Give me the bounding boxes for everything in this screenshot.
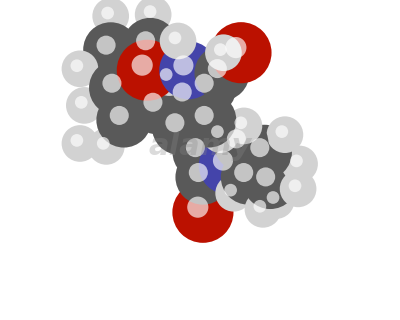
Point	[81, 103, 88, 108]
Point	[192, 145, 198, 150]
Point	[100, 141, 106, 146]
Point	[296, 161, 303, 166]
Point	[163, 72, 169, 77]
Point	[179, 90, 186, 95]
Point	[180, 63, 187, 68]
Point	[238, 120, 244, 125]
Point	[104, 11, 111, 16]
Point	[113, 85, 120, 90]
Point	[116, 113, 122, 118]
Point	[219, 71, 225, 76]
Point	[74, 138, 80, 143]
Point	[185, 68, 192, 73]
Point	[293, 158, 300, 164]
Point	[147, 9, 153, 14]
Point	[245, 175, 252, 180]
Point	[142, 38, 149, 43]
Point	[200, 175, 206, 180]
Point	[108, 13, 114, 19]
Point	[175, 38, 181, 44]
Point	[295, 186, 301, 191]
Point	[78, 100, 84, 105]
Point	[279, 129, 285, 134]
Point	[200, 210, 206, 215]
Point	[241, 123, 247, 128]
Point	[74, 63, 80, 68]
Point	[77, 141, 83, 146]
Point	[233, 136, 240, 141]
Point	[172, 120, 178, 125]
Point	[139, 63, 145, 68]
Point	[197, 150, 203, 155]
Point	[150, 12, 156, 17]
Point	[214, 66, 220, 71]
Point	[240, 170, 247, 175]
Point	[227, 188, 234, 193]
Point	[214, 129, 221, 134]
Point	[273, 198, 279, 203]
Point	[282, 132, 288, 137]
Point	[257, 145, 263, 150]
Point	[206, 117, 212, 123]
Point	[176, 125, 183, 130]
Point	[220, 50, 227, 55]
Point	[121, 117, 127, 123]
Point	[103, 43, 109, 48]
Point	[217, 47, 224, 52]
Point	[201, 113, 207, 118]
Point	[201, 81, 207, 86]
Point	[267, 179, 274, 184]
Point	[225, 163, 231, 168]
Point	[109, 81, 115, 86]
Point	[144, 68, 150, 73]
Point	[150, 100, 156, 105]
Point	[238, 50, 244, 55]
Point	[257, 204, 263, 209]
Point	[166, 75, 172, 80]
Point	[195, 170, 202, 175]
Point	[172, 35, 178, 40]
Point	[238, 141, 244, 146]
Point	[77, 66, 83, 71]
Point	[195, 204, 201, 210]
Point	[233, 45, 239, 50]
Text: alamy - DBC0A1: alamy - DBC0A1	[149, 300, 251, 313]
Point	[292, 183, 298, 188]
Point	[270, 195, 276, 200]
Point	[147, 43, 154, 48]
Point	[217, 132, 224, 137]
Point	[262, 174, 269, 180]
Point	[108, 47, 114, 52]
Text: alamy: alamy	[148, 132, 252, 161]
Point	[206, 85, 212, 90]
Point	[260, 207, 266, 212]
Point	[220, 158, 226, 163]
Point	[184, 94, 190, 99]
Point	[154, 104, 161, 109]
Point	[261, 150, 268, 155]
Point	[103, 144, 110, 149]
Point	[230, 191, 237, 196]
